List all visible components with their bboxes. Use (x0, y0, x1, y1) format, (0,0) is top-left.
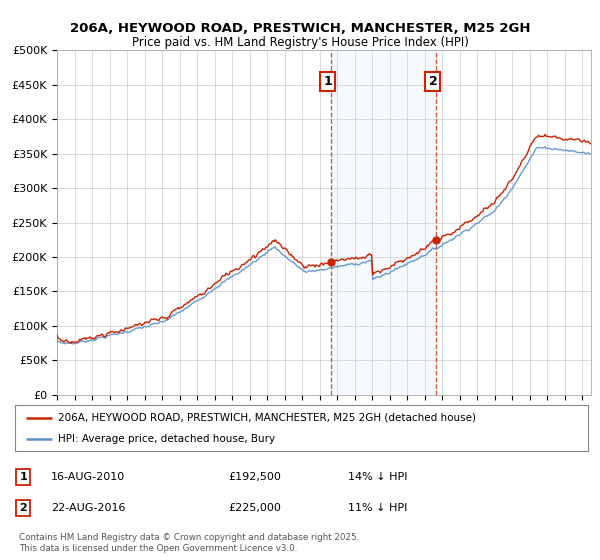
Text: 16-AUG-2010: 16-AUG-2010 (51, 472, 125, 482)
Text: 206A, HEYWOOD ROAD, PRESTWICH, MANCHESTER, M25 2GH: 206A, HEYWOOD ROAD, PRESTWICH, MANCHESTE… (70, 22, 530, 35)
Text: 11% ↓ HPI: 11% ↓ HPI (348, 503, 407, 513)
Text: Contains HM Land Registry data © Crown copyright and database right 2025.
This d: Contains HM Land Registry data © Crown c… (19, 533, 359, 553)
Text: £192,500: £192,500 (228, 472, 281, 482)
Text: Price paid vs. HM Land Registry's House Price Index (HPI): Price paid vs. HM Land Registry's House … (131, 36, 469, 49)
Text: 1: 1 (19, 472, 27, 482)
Text: 1: 1 (323, 75, 332, 88)
Text: HPI: Average price, detached house, Bury: HPI: Average price, detached house, Bury (58, 435, 275, 444)
Text: 14% ↓ HPI: 14% ↓ HPI (348, 472, 407, 482)
Bar (331, 50, 436, 395)
Text: 2: 2 (428, 75, 437, 88)
Text: 206A, HEYWOOD ROAD, PRESTWICH, MANCHESTER, M25 2GH (detached house): 206A, HEYWOOD ROAD, PRESTWICH, MANCHESTE… (58, 413, 476, 423)
Text: £225,000: £225,000 (228, 503, 281, 513)
Text: 2: 2 (19, 503, 27, 513)
Text: 22-AUG-2016: 22-AUG-2016 (51, 503, 125, 513)
